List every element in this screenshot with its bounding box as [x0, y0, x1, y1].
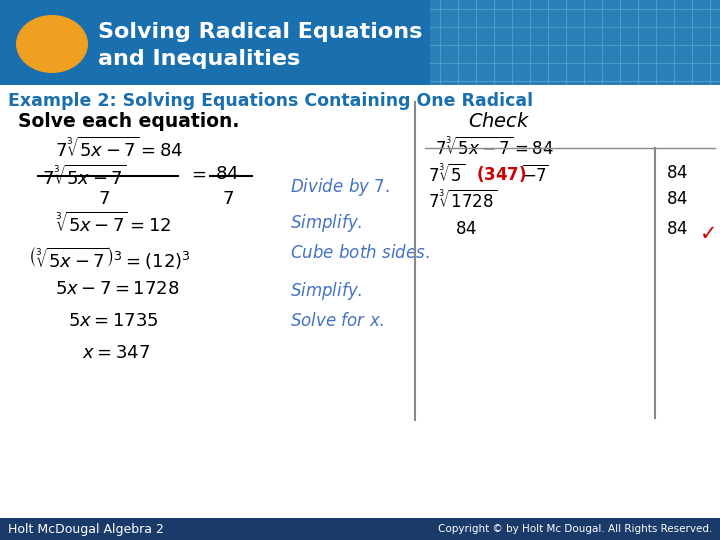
Text: $5x - 7 = 1728$: $5x - 7 = 1728$: [55, 280, 179, 298]
Text: $7$: $7$: [98, 190, 110, 208]
Text: $\mathit{Simplify.}$: $\mathit{Simplify.}$: [290, 212, 362, 234]
Bar: [0, 0, 720, 85]
Text: $\mathit{Simplify.}$: $\mathit{Simplify.}$: [290, 280, 362, 302]
Text: $7\sqrt[3]{5x-7} = 84$: $7\sqrt[3]{5x-7} = 84$: [435, 137, 554, 159]
Text: $\left(\sqrt[3]{5x-7}\right)^3 = (12)^3$: $\left(\sqrt[3]{5x-7}\right)^3 = (12)^3$: [28, 244, 191, 271]
Text: $84$: $84$: [455, 220, 477, 238]
Text: $\sqrt[3]{5x-7} = 12$: $\sqrt[3]{5x-7} = 12$: [55, 212, 171, 236]
Text: and Inequalities: and Inequalities: [98, 49, 300, 69]
Text: $\bf{\mathit{Check}}$: $\bf{\mathit{Check}}$: [468, 112, 531, 131]
Text: $=$: $=$: [188, 165, 207, 183]
Text: Solving Radical Equations: Solving Radical Equations: [98, 22, 423, 42]
Text: Solve each equation.: Solve each equation.: [18, 112, 239, 131]
Text: $\mathit{Divide\ by\ 7.}$: $\mathit{Divide\ by\ 7.}$: [290, 176, 390, 198]
Ellipse shape: [16, 15, 88, 73]
Text: Copyright © by Holt Mc Dougal. All Rights Reserved.: Copyright © by Holt Mc Dougal. All Right…: [438, 524, 712, 534]
Text: $7\sqrt[3]{1728}$: $7\sqrt[3]{1728}$: [428, 190, 497, 212]
Text: $84$: $84$: [666, 190, 688, 208]
Text: ✓: ✓: [700, 224, 718, 244]
Text: $7$: $7$: [222, 190, 234, 208]
Text: $\overline{-7}$: $\overline{-7}$: [522, 164, 549, 185]
Text: $84$: $84$: [666, 220, 688, 238]
Text: $7\sqrt[3]{5x-7} = 84$: $7\sqrt[3]{5x-7} = 84$: [55, 137, 184, 161]
Text: $5x = 1735$: $5x = 1735$: [68, 312, 158, 330]
Text: $84$: $84$: [215, 165, 239, 183]
Bar: [430, 0, 720, 85]
Text: $7\sqrt[3]{5}$: $7\sqrt[3]{5}$: [428, 164, 465, 186]
Text: $x = 347$: $x = 347$: [82, 344, 150, 362]
Text: $84$: $84$: [666, 164, 688, 182]
Text: $\mathbf{(347)}$: $\mathbf{(347)}$: [476, 164, 526, 184]
Bar: [0, 518, 720, 540]
Text: Holt McDougal Algebra 2: Holt McDougal Algebra 2: [8, 523, 164, 536]
Text: $7\sqrt[3]{5x-7}$: $7\sqrt[3]{5x-7}$: [42, 165, 127, 189]
Text: $\mathit{Cube\ both\ sides.}$: $\mathit{Cube\ both\ sides.}$: [290, 244, 430, 262]
Text: Example 2: Solving Equations Containing One Radical: Example 2: Solving Equations Containing …: [8, 92, 533, 110]
Text: $\mathit{Solve\ for\ x.}$: $\mathit{Solve\ for\ x.}$: [290, 312, 384, 330]
